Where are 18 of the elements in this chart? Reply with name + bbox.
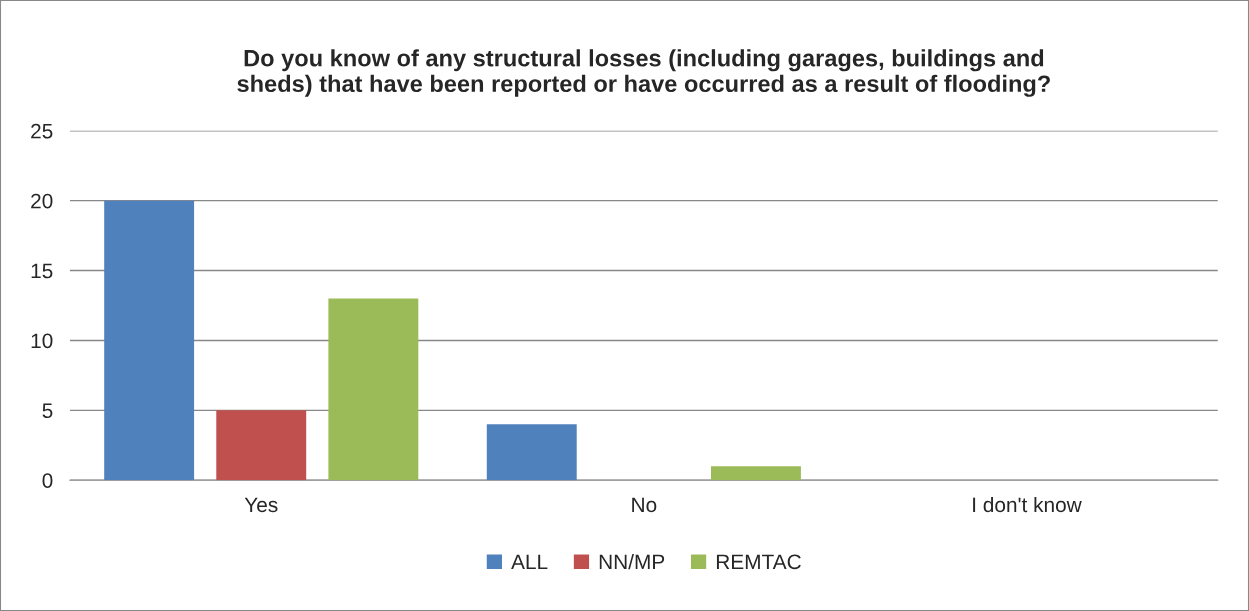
- bar: [216, 410, 307, 481]
- x-tick-label: I don't know: [973, 496, 1082, 513]
- y-tick-label: 15: [31, 263, 53, 279]
- y-tick-label: 0: [42, 473, 53, 488]
- bar: [328, 298, 419, 481]
- bar: [486, 424, 577, 481]
- bar: [711, 466, 801, 481]
- y-tick-label: 5: [42, 403, 53, 419]
- legend-label: REMTAC: [716, 554, 801, 570]
- x-tick-label: Yes: [244, 497, 278, 513]
- legend-label: NN/MP: [599, 553, 665, 570]
- x-tick-label: No: [632, 497, 657, 513]
- bar: [104, 200, 195, 481]
- chart-title: Do you know of any structural losses (including garages, buildings and sheds) that have been reported or have occurred as a result of flooding?: [237, 49, 1050, 97]
- y-tick-label: 10: [31, 333, 53, 349]
- legend-label: ALL: [511, 554, 548, 570]
- y-tick-label: 20: [31, 193, 53, 209]
- y-tick-label: 25: [31, 123, 53, 139]
